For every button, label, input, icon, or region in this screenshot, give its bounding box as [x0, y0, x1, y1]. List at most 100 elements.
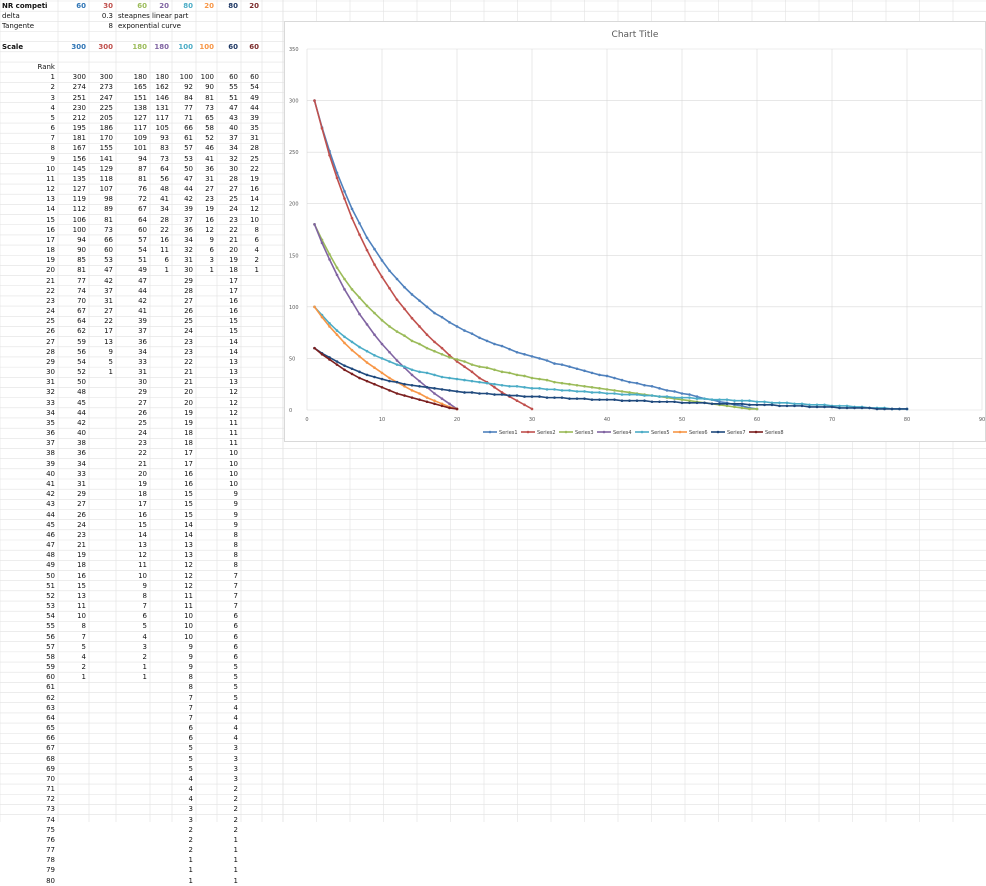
data-cell[interactable]: 16 [229, 307, 238, 316]
data-cell[interactable]: 119 [72, 195, 86, 204]
data-cell[interactable]: 4 [233, 713, 238, 722]
data-cell[interactable]: 14 [250, 195, 259, 204]
rank-cell[interactable]: 23 [46, 296, 55, 305]
data-cell[interactable]: 35 [250, 124, 259, 133]
rank-cell[interactable]: 5 [50, 113, 55, 122]
data-cell[interactable]: 155 [99, 144, 113, 153]
data-cell[interactable]: 19 [77, 551, 86, 560]
data-cell[interactable]: 13 [138, 541, 147, 549]
data-cell[interactable]: 92 [184, 83, 193, 92]
data-cell[interactable]: 2 [233, 815, 238, 824]
rank-cell[interactable]: 7 [50, 134, 55, 143]
data-cell[interactable]: 1 [188, 876, 193, 885]
data-cell[interactable]: 7 [233, 581, 238, 590]
data-cell[interactable]: 36 [205, 164, 214, 173]
data-cell[interactable]: 3 [142, 642, 147, 651]
data-cell[interactable]: 5 [188, 764, 193, 773]
data-cell[interactable]: 67 [77, 307, 86, 316]
data-cell[interactable]: 26 [77, 510, 86, 519]
data-cell[interactable]: 71 [184, 113, 193, 122]
data-cell[interactable]: 1 [108, 368, 113, 377]
data-cell[interactable]: 109 [133, 134, 147, 143]
data-cell[interactable]: 32 [229, 154, 238, 163]
data-cell[interactable]: 100 [179, 73, 193, 82]
data-cell[interactable]: 5 [188, 744, 193, 753]
data-cell[interactable]: 180 [133, 73, 147, 82]
rank-cell[interactable]: 43 [46, 500, 55, 509]
data-cell[interactable]: 10 [229, 469, 238, 478]
data-cell[interactable]: 141 [99, 154, 113, 163]
data-cell[interactable]: 7 [81, 632, 86, 641]
data-cell[interactable]: 167 [72, 144, 86, 153]
data-cell[interactable]: 6 [233, 622, 238, 631]
rank-cell[interactable]: 60 [46, 673, 55, 682]
data-cell[interactable]: 25 [184, 317, 193, 326]
data-cell[interactable]: 98 [104, 195, 113, 204]
row-label-cell[interactable]: NR competi [2, 2, 48, 10]
data-cell[interactable]: 6 [233, 642, 238, 651]
data-cell[interactable]: 2 [188, 846, 193, 855]
data-cell[interactable]: 10 [184, 622, 193, 631]
chart-object[interactable]: Chart Title 0 50 100 150 200 250 300 350 0 10 20 30… [284, 21, 986, 442]
data-cell[interactable]: 26 [138, 408, 147, 417]
data-cell[interactable]: 18 [77, 561, 86, 570]
data-cell[interactable]: 181 [72, 134, 86, 143]
data-cell[interactable]: 2 [142, 652, 147, 661]
data-cell[interactable]: 42 [104, 276, 113, 285]
data-cell[interactable]: 127 [133, 113, 147, 122]
data-cell[interactable]: 37 [184, 215, 193, 224]
rank-cell[interactable]: 40 [46, 469, 55, 478]
data-cell[interactable]: 36 [184, 225, 193, 234]
rank-cell[interactable]: 17 [46, 235, 55, 244]
data-cell[interactable]: 9 [188, 652, 193, 661]
data-cell[interactable]: 20 [138, 469, 147, 478]
data-cell[interactable]: 8 [81, 622, 86, 631]
data-cell[interactable]: 13 [229, 378, 238, 387]
rank-cell[interactable]: 50 [46, 571, 55, 580]
data-cell[interactable]: 19 [205, 205, 214, 214]
data-cell[interactable]: 1 [233, 846, 238, 855]
rank-cell[interactable]: 79 [46, 866, 55, 875]
data-cell[interactable]: 6 [164, 256, 169, 265]
data-cell[interactable]: 13 [184, 551, 193, 560]
data-cell[interactable]: 3 [233, 764, 238, 773]
data-cell[interactable]: 89 [104, 205, 113, 214]
data-cell[interactable]: 52 [205, 134, 214, 143]
data-cell[interactable]: 6 [233, 612, 238, 621]
data-cell[interactable]: 38 [77, 439, 86, 448]
data-cell[interactable]: 1 [233, 835, 238, 844]
row-label-cell[interactable]: delta [2, 12, 20, 21]
data-cell[interactable]: 48 [77, 388, 86, 397]
data-cell[interactable]: 9 [188, 642, 193, 651]
data-cell[interactable]: 22 [138, 449, 147, 458]
data-cell[interactable]: 13 [184, 541, 193, 549]
rank-cell[interactable]: 33 [46, 398, 55, 407]
data-cell[interactable]: 247 [99, 93, 113, 102]
data-cell[interactable]: 8 [142, 591, 147, 600]
data-cell[interactable]: 15 [229, 317, 238, 326]
data-cell[interactable]: 16 [184, 479, 193, 488]
header-value-cell[interactable]: 300 [71, 42, 86, 51]
rank-cell[interactable]: 13 [46, 195, 55, 204]
rank-cell[interactable]: 20 [46, 266, 55, 275]
data-cell[interactable]: 9 [209, 235, 214, 244]
header-value-cell[interactable]: 180 [132, 42, 147, 51]
data-cell[interactable]: 5 [108, 357, 113, 366]
rank-cell[interactable]: 14 [46, 205, 55, 214]
data-cell[interactable]: 23 [184, 347, 193, 356]
rank-cell[interactable]: 21 [46, 276, 55, 285]
data-cell[interactable]: 6 [209, 246, 214, 255]
data-cell[interactable]: 24 [138, 429, 147, 438]
rank-cell[interactable]: 63 [46, 703, 55, 712]
chart-title[interactable]: Chart Title [611, 30, 659, 40]
rank-cell[interactable]: 72 [46, 795, 55, 804]
data-cell[interactable]: 48 [160, 185, 169, 194]
data-cell[interactable]: 34 [77, 459, 86, 468]
rank-cell[interactable]: 12 [46, 185, 55, 194]
data-cell[interactable]: 73 [104, 225, 113, 234]
data-cell[interactable]: 26 [184, 307, 193, 316]
data-cell[interactable]: 27 [184, 296, 193, 305]
data-cell[interactable]: 19 [229, 256, 238, 265]
rank-cell[interactable]: 9 [50, 154, 55, 163]
header-value-cell[interactable]: steapnes linear part [118, 12, 189, 21]
